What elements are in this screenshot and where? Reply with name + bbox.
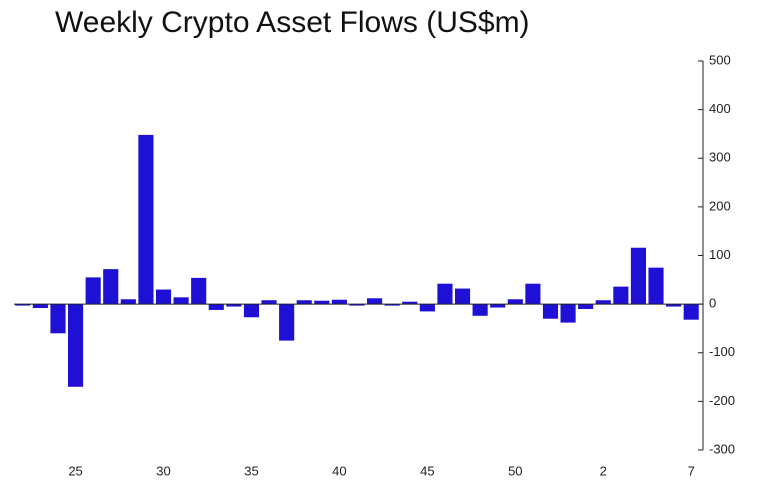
bar xyxy=(490,304,506,308)
bar xyxy=(402,301,418,305)
bar xyxy=(32,304,48,309)
bar xyxy=(384,304,400,306)
bar xyxy=(138,134,154,305)
bar xyxy=(191,277,207,305)
bar xyxy=(15,304,31,306)
bar xyxy=(120,299,136,305)
bar xyxy=(542,304,559,319)
x-tick-label: 40 xyxy=(332,463,346,478)
y-tick-label: -300 xyxy=(709,441,735,456)
y-tick-label: 100 xyxy=(709,247,731,262)
bar xyxy=(525,283,541,305)
x-tick-label: 45 xyxy=(420,463,434,478)
y-tick-label: 200 xyxy=(709,198,731,213)
bar xyxy=(261,300,277,305)
bar xyxy=(630,247,646,305)
bar xyxy=(613,286,629,305)
bar xyxy=(279,304,295,341)
y-tick-label: 400 xyxy=(709,101,731,116)
x-tick-label: 35 xyxy=(244,463,258,478)
bar xyxy=(578,304,594,309)
bar xyxy=(243,304,260,318)
chart-title: Weekly Crypto Asset Flows (US$m) xyxy=(55,6,530,39)
bar xyxy=(173,297,189,305)
bar xyxy=(314,300,330,305)
y-tick-label: 300 xyxy=(709,150,731,165)
x-tick-label: 50 xyxy=(508,463,522,478)
bar xyxy=(507,299,523,305)
bar xyxy=(50,304,66,334)
x-tick-label: 2 xyxy=(600,463,607,478)
y-tick-label: -200 xyxy=(709,393,735,408)
bar xyxy=(367,298,383,305)
bar xyxy=(560,304,576,323)
bar xyxy=(419,304,435,312)
bar xyxy=(472,304,488,316)
bar xyxy=(103,269,119,305)
y-tick-label: 0 xyxy=(709,296,716,311)
bar xyxy=(437,283,453,305)
bar xyxy=(68,304,84,387)
bar xyxy=(85,277,101,305)
bar xyxy=(683,304,699,320)
x-tick-label: 30 xyxy=(156,463,170,478)
bar xyxy=(349,304,365,306)
bar xyxy=(296,300,312,305)
bar xyxy=(454,288,471,305)
x-tick-label: 7 xyxy=(688,463,695,478)
y-tick-label: 500 xyxy=(709,52,731,67)
bar xyxy=(208,304,224,310)
bar xyxy=(648,267,664,305)
bar xyxy=(595,300,611,305)
bar xyxy=(226,304,242,307)
y-tick-label: -100 xyxy=(709,344,735,359)
bar xyxy=(331,299,347,305)
bar xyxy=(155,289,172,305)
x-tick-label: 25 xyxy=(68,463,82,478)
bar xyxy=(666,304,682,307)
